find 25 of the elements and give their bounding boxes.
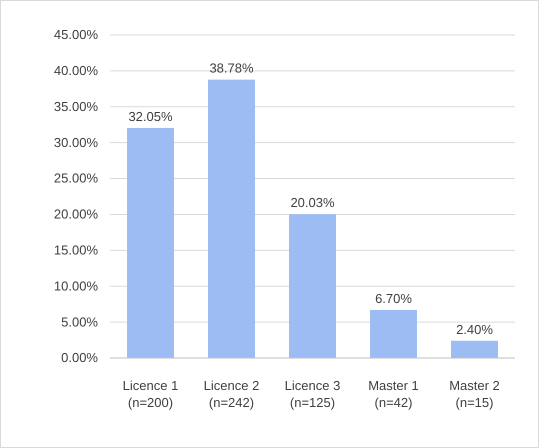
- data-label: 20.03%: [290, 195, 335, 210]
- y-tick-label: 35.00%: [54, 98, 98, 114]
- y-tick-label: 5.00%: [61, 314, 98, 330]
- data-label: 2.40%: [456, 322, 494, 337]
- data-label: 38.78%: [209, 60, 254, 76]
- x-tick-label: Licence 3 (n=125): [284, 378, 340, 410]
- x-tick-label: Master 1 (n=42): [368, 378, 419, 410]
- bar: [208, 80, 255, 358]
- y-tick-label: 45.00%: [54, 27, 98, 42]
- x-tick-label: Licence 1 (n=200): [122, 378, 178, 410]
- bar: [289, 214, 336, 358]
- y-tick-label: 30.00%: [54, 134, 98, 150]
- bar: [127, 128, 174, 358]
- y-tick-label: 0.00%: [61, 350, 98, 366]
- data-label: 32.05%: [128, 108, 173, 124]
- x-tick-label: Master 2 (n=15): [449, 378, 500, 410]
- bar: [451, 340, 498, 358]
- y-tick-label: 40.00%: [54, 63, 98, 78]
- x-tick-label: Licence 2 (n=242): [204, 378, 260, 410]
- y-tick-label: 20.00%: [54, 206, 98, 222]
- y-tick-label: 25.00%: [54, 170, 98, 186]
- bar: [370, 310, 417, 358]
- y-tick-label: 15.00%: [54, 242, 98, 258]
- y-tick-label: 10.00%: [54, 278, 98, 294]
- data-label: 6.70%: [375, 290, 412, 306]
